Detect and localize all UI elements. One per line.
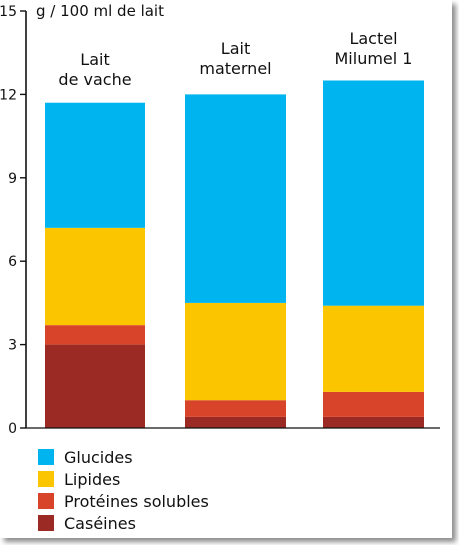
legend: Glucides Lipides Protéines solubles Caséine…: [38, 446, 209, 534]
bar-segment: [45, 344, 145, 428]
chart-frame: 0 3 6 9 12 15 g / 100 ml de lait Lait de vache La…: [0, 2, 440, 534]
legend-item: Protéines solubles: [38, 490, 209, 512]
bar-segment: [323, 80, 424, 306]
bar-segment: [185, 416, 286, 428]
legend-swatch: [38, 471, 54, 487]
bar-segment: [45, 227, 145, 326]
bar-segment: [185, 302, 286, 401]
legend-item: Lipides: [38, 468, 209, 490]
category-label: Lactel: [349, 29, 397, 48]
bar-segment: [185, 94, 286, 303]
legend-item: Caséines: [38, 512, 209, 534]
legend-label: Protéines solubles: [64, 491, 209, 511]
y-tick-label: 9: [8, 171, 17, 187]
bar-segment: [45, 102, 145, 228]
y-tick-label: 3: [8, 338, 17, 354]
y-tick-label: 12: [0, 87, 17, 103]
category-label: Lait: [80, 50, 109, 69]
bar-segment: [185, 400, 286, 417]
bar-segment: [323, 305, 424, 392]
legend-swatch: [38, 449, 54, 465]
category-label: Milumel 1: [335, 49, 413, 68]
legend-swatch: [38, 493, 54, 509]
category-label: Lait: [221, 39, 250, 58]
category-label: de vache: [58, 70, 131, 89]
legend-label: Caséines: [64, 513, 136, 533]
bar-segment: [323, 416, 424, 428]
legend-swatch: [38, 515, 54, 531]
legend-item: Glucides: [38, 446, 209, 468]
y-tick-label: 0: [8, 421, 17, 437]
y-tick-label: 15: [0, 4, 17, 20]
legend-label: Glucides: [64, 447, 133, 467]
y-axis-title: g / 100 ml de lait: [36, 2, 164, 20]
category-label: maternel: [199, 59, 271, 78]
bar-segment: [45, 325, 145, 345]
y-tick-label: 6: [8, 254, 17, 270]
legend-label: Lipides: [64, 469, 121, 489]
bar-segment: [323, 391, 424, 417]
